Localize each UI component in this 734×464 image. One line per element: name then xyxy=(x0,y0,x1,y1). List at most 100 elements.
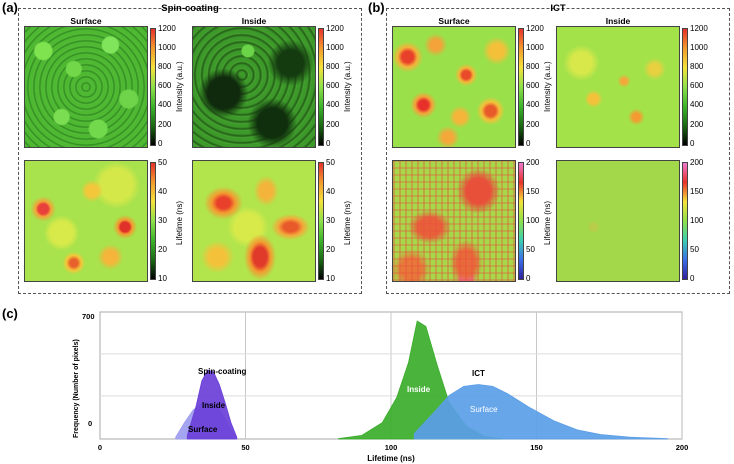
tick-label: 200 xyxy=(326,120,340,129)
tick-label: 0 xyxy=(526,139,531,148)
panel-b-surface-lifetime-colorbar xyxy=(518,162,524,280)
panel-b-inside-intensity-colorbar xyxy=(682,28,688,146)
tick-label: 0 xyxy=(158,139,163,148)
tick-label: 100 xyxy=(526,216,540,225)
tick-label: 1000 xyxy=(526,43,544,52)
spin-coating-surface-lifetime-map xyxy=(24,160,148,282)
tick-label: 0 xyxy=(690,139,695,148)
tick-label: 1000 xyxy=(690,43,708,52)
tick-label: 50 xyxy=(526,245,535,254)
histogram-spin-coating-inside xyxy=(186,369,238,440)
panel-a-inside-lifetime-label: Lifetime (ns) xyxy=(343,200,352,245)
tick-label: 0 xyxy=(690,274,695,283)
ict-inside-intensity-map xyxy=(556,26,680,148)
tick-label: 400 xyxy=(526,100,540,109)
panel-a-surface-lifetime-label: Lifetime (ns) xyxy=(175,200,184,245)
x-tick-label: 100 xyxy=(385,443,398,452)
panel-b-surface-intensity-label: Intensity (a.u.) xyxy=(543,61,552,112)
annotation-ict-inside: Inside xyxy=(407,385,431,394)
panel-b-letter: (b) xyxy=(368,0,385,15)
tick-label: 600 xyxy=(158,81,172,90)
panel-b-frame xyxy=(386,8,730,294)
ict-surface-lifetime-map xyxy=(392,160,516,282)
x-tick-label: 150 xyxy=(530,443,543,452)
annotation-ict-surface: Surface xyxy=(470,405,498,414)
x-axis-label: Lifetime (ns) xyxy=(367,454,415,463)
panel-a-frame xyxy=(18,8,362,294)
panel-a-inside-lifetime-colorbar xyxy=(318,162,324,280)
spin-coating-inside-intensity-map xyxy=(192,26,316,148)
panel-a-letter: (a) xyxy=(2,0,18,15)
tick-label: 50 xyxy=(158,158,167,167)
panel-a-surface-intensity-label: Intensity (a.u.) xyxy=(175,61,184,112)
panel-c-letter: (c) xyxy=(2,306,18,321)
tick-label: 200 xyxy=(690,120,704,129)
tick-label: 20 xyxy=(158,245,167,254)
tick-label: 1200 xyxy=(690,24,708,33)
tick-label: 30 xyxy=(326,216,335,225)
tick-label: 150 xyxy=(526,187,540,196)
annotation-spin-surface: Surface xyxy=(188,425,218,434)
tick-label: 600 xyxy=(690,81,704,90)
panel-b-title: ICT xyxy=(550,3,566,14)
x-tick-label: 0 xyxy=(98,443,102,452)
panel-b-surface-lifetime-label: Lifetime (ns) xyxy=(543,200,552,245)
tick-label: 800 xyxy=(326,62,340,71)
panel-a-inside-intensity-colorbar xyxy=(318,28,324,146)
panel-b-inside-lifetime-colorbar xyxy=(682,162,688,280)
spin-coating-inside-lifetime-map xyxy=(192,160,316,282)
panel-a-surface-lifetime-colorbar xyxy=(150,162,156,280)
tick-label: 200 xyxy=(526,158,540,167)
y-tick-label: 0 xyxy=(88,419,92,428)
tick-label: 40 xyxy=(158,187,167,196)
tick-label: 600 xyxy=(326,81,340,90)
panel-a-title: Spin-coating xyxy=(161,3,219,14)
tick-label: 1000 xyxy=(158,43,176,52)
tick-label: 400 xyxy=(326,100,340,109)
ict-inside-lifetime-map xyxy=(556,160,680,282)
tick-label: 10 xyxy=(158,274,167,283)
tick-label: 50 xyxy=(690,245,699,254)
tick-label: 1200 xyxy=(326,24,344,33)
tick-label: 800 xyxy=(158,62,172,71)
lifetime-histogram-chart: 0 50 100 150 200 700 0 Frequency (Number of … xyxy=(73,311,688,463)
tick-label: 600 xyxy=(526,81,540,90)
tick-label: 200 xyxy=(526,120,540,129)
annotation-spin-inside: Inside xyxy=(202,401,226,410)
y-tick-label: 700 xyxy=(82,312,95,321)
panel-a-surface-intensity-colorbar xyxy=(150,28,156,146)
annotation-ict: ICT xyxy=(472,369,485,378)
tick-label: 1000 xyxy=(326,43,344,52)
histogram-ict-surface xyxy=(413,384,668,440)
x-tick-label: 50 xyxy=(241,443,249,452)
tick-label: 1200 xyxy=(158,24,176,33)
panel-b-inside-heading: Inside xyxy=(605,16,631,26)
tick-label: 20 xyxy=(326,245,335,254)
x-ticks: 0 50 100 150 200 xyxy=(98,443,688,452)
tick-label: 800 xyxy=(690,62,704,71)
x-tick-label: 200 xyxy=(676,443,689,452)
histogram-areas xyxy=(175,320,668,440)
panel-b-surface-heading: Surface xyxy=(438,16,470,26)
annotation-spin-coating: Spin-coating xyxy=(198,367,247,376)
tick-label: 200 xyxy=(158,120,172,129)
tick-label: 0 xyxy=(326,139,331,148)
tick-label: 1200 xyxy=(526,24,544,33)
tick-label: 40 xyxy=(326,187,335,196)
panel-a-surface-heading: Surface xyxy=(70,16,102,26)
panel-a-inside-heading: Inside xyxy=(241,16,267,26)
tick-label: 200 xyxy=(690,158,704,167)
tick-label: 100 xyxy=(690,216,704,225)
ict-surface-intensity-map xyxy=(392,26,516,148)
tick-label: 30 xyxy=(158,216,167,225)
tick-label: 10 xyxy=(326,274,335,283)
panel-a-inside-intensity-label: Intensity (a.u.) xyxy=(343,61,352,112)
tick-label: 400 xyxy=(158,100,172,109)
tick-label: 0 xyxy=(526,274,531,283)
spin-coating-surface-intensity-map xyxy=(24,26,148,148)
y-axis-label: Frequency (Number of pixels) xyxy=(73,339,80,438)
tick-label: 800 xyxy=(526,62,540,71)
tick-label: 400 xyxy=(690,100,704,109)
tick-label: 150 xyxy=(690,187,704,196)
panel-b-surface-intensity-colorbar xyxy=(518,28,524,146)
